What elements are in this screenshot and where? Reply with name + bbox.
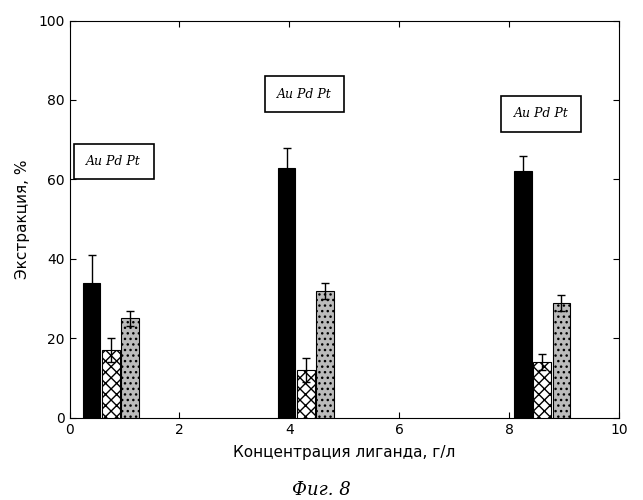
Bar (553, 302, 570, 418)
Text: Au Pd Pt: Au Pd Pt (514, 108, 568, 120)
Bar (278, 168, 296, 418)
Bar (83, 282, 100, 418)
X-axis label: Концентрация лиганда, г/л: Концентрация лиганда, г/л (233, 445, 456, 460)
FancyBboxPatch shape (74, 144, 154, 180)
Bar (534, 362, 551, 418)
Bar (514, 172, 532, 418)
Bar (102, 350, 120, 418)
FancyBboxPatch shape (501, 96, 581, 132)
Bar (122, 318, 139, 418)
FancyBboxPatch shape (265, 76, 345, 112)
Y-axis label: Экстракция, %: Экстракция, % (15, 160, 30, 279)
Text: Au Pd Pt: Au Pd Pt (86, 155, 141, 168)
Text: Фиг. 8: Фиг. 8 (292, 481, 351, 499)
Bar (316, 290, 334, 418)
Text: Au Pd Pt: Au Pd Pt (277, 88, 332, 101)
Bar (297, 370, 314, 418)
